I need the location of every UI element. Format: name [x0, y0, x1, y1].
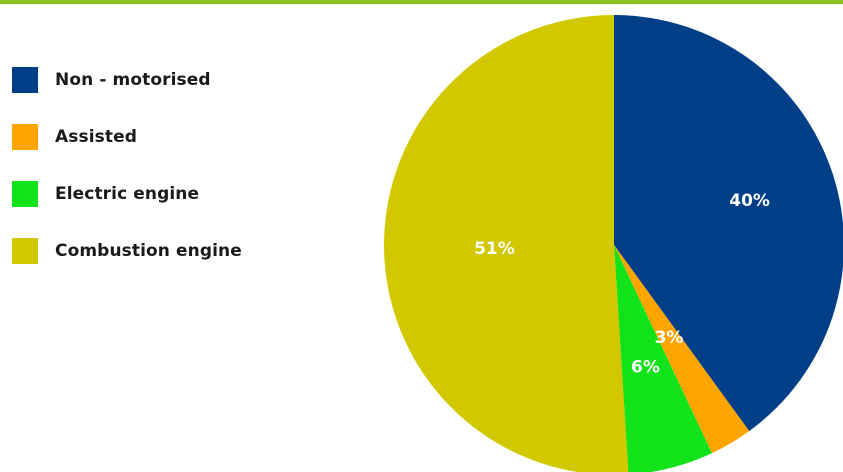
legend-label-combustion-engine: Combustion engine: [55, 241, 242, 261]
pie-slice-combustion-engine: [383, 15, 629, 472]
pie-label-assisted: 3%: [655, 328, 684, 348]
top-accent-bar: [0, 0, 843, 4]
legend-item-electric-engine: Electric engine: [12, 180, 242, 208]
legend-swatch-non-motorised: [12, 67, 38, 93]
pie-slice-electric-engine: [614, 245, 712, 472]
chart-legend: Non - motorised Assisted Electric engine…: [12, 66, 242, 294]
pie-label-electric-engine: 6%: [631, 358, 660, 378]
legend-swatch-electric-engine: [12, 181, 38, 207]
legend-item-non-motorised: Non - motorised: [12, 66, 242, 94]
legend-label-electric-engine: Electric engine: [55, 184, 200, 204]
legend-label-non-motorised: Non - motorised: [55, 70, 211, 90]
pie-slice-non-motorised: [614, 15, 843, 432]
legend-label-assisted: Assisted: [55, 127, 137, 147]
pie-label-non-motorised: 40%: [729, 191, 770, 211]
pie-slice-assisted: [614, 245, 750, 454]
legend-item-combustion-engine: Combustion engine: [12, 237, 242, 265]
pie-label-combustion-engine: 51%: [474, 239, 515, 259]
legend-item-assisted: Assisted: [12, 123, 242, 151]
pie-labels: 40% 3% 6% 51%: [474, 191, 770, 378]
legend-swatch-assisted: [12, 124, 38, 150]
pie-slices: [383, 15, 843, 472]
legend-swatch-combustion-engine: [12, 238, 38, 264]
